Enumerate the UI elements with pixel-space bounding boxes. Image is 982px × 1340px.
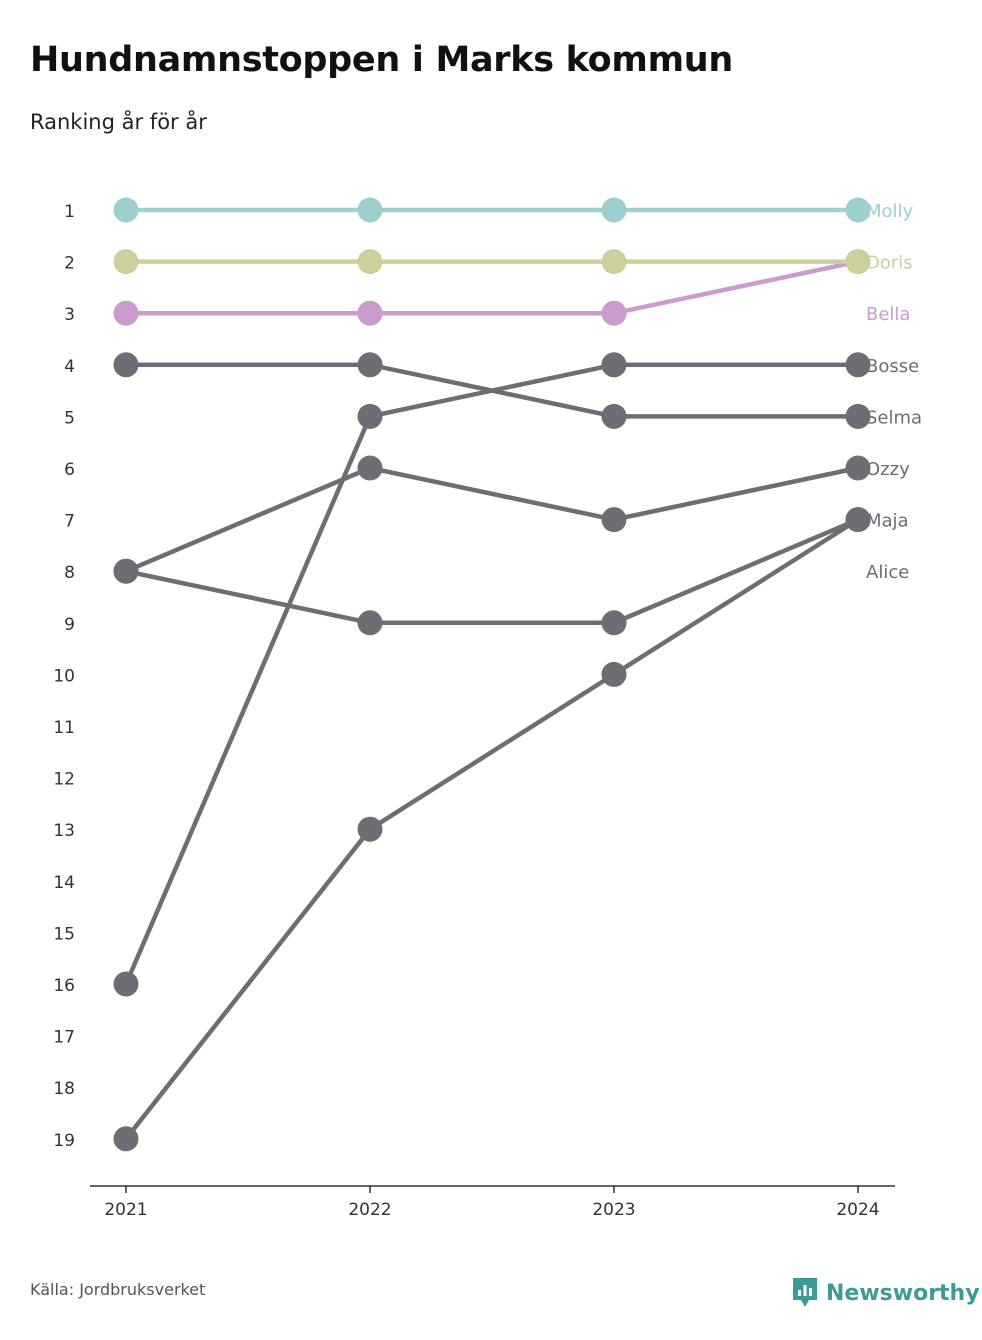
x-axis: 2021 2022 2023 2024 [90, 1185, 895, 1220]
y-tick-label-17: 17 [53, 1028, 75, 1048]
y-tick-label-16: 16 [53, 976, 75, 996]
point-doris-2024 [845, 249, 871, 275]
y-tick-label-12: 12 [53, 770, 75, 790]
point-ozzy-2021 [113, 558, 139, 584]
point-molly-2023 [601, 197, 627, 223]
point-ozzy-2022 [357, 455, 383, 481]
y-tick-label-15: 15 [53, 924, 75, 944]
source-note: Källa: Jordbruksverket [30, 1280, 206, 1299]
y-tick-label-10: 10 [53, 666, 75, 686]
brand-logo[interactable]: Newsworthy [792, 1277, 980, 1309]
y-tick-label-5: 5 [64, 408, 75, 428]
point-maja-2022 [357, 610, 383, 636]
point-alice-2023 [601, 661, 627, 687]
series-line-alice [123, 517, 861, 1142]
point-selma-2023 [601, 403, 627, 429]
brand-name: Newsworthy [826, 1280, 980, 1306]
series-line-bosse [123, 362, 861, 987]
x-tick-label-2024: 2024 [836, 1200, 879, 1220]
point-doris-2023 [601, 249, 627, 275]
y-tick-label-13: 13 [53, 821, 75, 841]
point-molly-2024 [845, 197, 871, 223]
point-selma-2021 [113, 352, 139, 378]
y-tick-label-6: 6 [64, 460, 75, 480]
y-tick-label-18: 18 [53, 1079, 75, 1099]
point-ozzy-2023 [601, 507, 627, 533]
point-molly-2022 [357, 197, 383, 223]
point-molly-2021 [113, 197, 139, 223]
point-maja-2023 [601, 610, 627, 636]
series-points [113, 197, 871, 1152]
x-tick-label-2021: 2021 [104, 1200, 147, 1220]
x-tick-label-2022: 2022 [348, 1200, 391, 1220]
series-label-molly: Molly [866, 201, 914, 222]
y-tick-label-7: 7 [64, 512, 75, 532]
series-label-doris: Doris [866, 253, 913, 274]
chart-subtitle: Ranking år för år [30, 110, 207, 134]
y-tick-label-3: 3 [64, 305, 75, 325]
point-bosse-2024 [845, 352, 871, 378]
point-bella-2022 [357, 300, 383, 326]
point-doris-2021 [113, 249, 139, 275]
newsworthy-logo-icon [793, 1278, 817, 1307]
point-ozzy-2024 [845, 455, 871, 481]
point-selma-2024 [845, 403, 871, 429]
series-line-bella [123, 259, 861, 316]
point-bella-2021 [113, 300, 139, 326]
series-label-bella: Bella [866, 304, 910, 325]
point-bella-2023 [601, 300, 627, 326]
series-label-ozzy: Ozzy [866, 459, 910, 480]
point-alice-2022 [357, 816, 383, 842]
point-selma-2022 [357, 352, 383, 378]
y-tick-label-14: 14 [53, 873, 75, 893]
point-bosse-2022 [357, 403, 383, 429]
series-line-ozzy [123, 465, 861, 574]
series-label-alice: Alice [866, 562, 909, 583]
y-tick-label-11: 11 [53, 718, 75, 738]
x-tick-label-2023: 2023 [592, 1200, 635, 1220]
y-tick-label-8: 8 [64, 563, 75, 583]
series-labels: Molly Doris Bella Bosse Selma Ozzy Maja Alice [866, 201, 922, 583]
series-label-maja: Maja [866, 511, 909, 532]
series-lines [123, 207, 861, 1142]
point-maja-2024 [845, 507, 871, 533]
chart-title: Hundnamnstoppen i Marks kommun [30, 40, 733, 80]
point-doris-2022 [357, 249, 383, 275]
y-tick-label-4: 4 [64, 357, 75, 377]
series-label-selma: Selma [866, 407, 922, 428]
y-tick-label-9: 9 [64, 615, 75, 635]
series-line-maja [123, 517, 861, 626]
y-tick-label-2: 2 [64, 254, 75, 274]
y-tick-label-19: 19 [53, 1131, 75, 1151]
point-bosse-2023 [601, 352, 627, 378]
point-alice-2021 [113, 1126, 139, 1152]
point-bosse-2021 [113, 971, 139, 997]
y-tick-label-1: 1 [64, 202, 75, 222]
series-label-bosse: Bosse [866, 356, 919, 377]
